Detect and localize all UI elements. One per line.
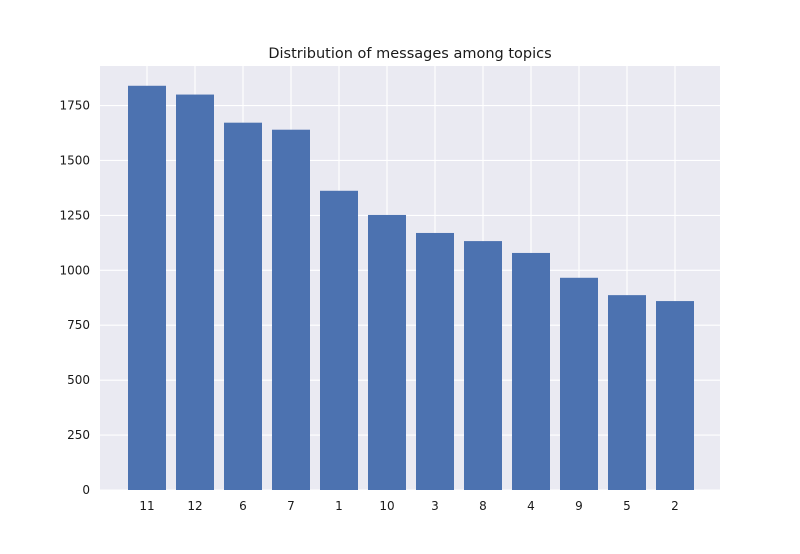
y-tick-label: 500 (67, 373, 90, 387)
bar-topic-2 (656, 301, 694, 490)
x-tick-label: 1 (335, 499, 343, 513)
y-tick-label: 1250 (59, 208, 90, 222)
y-tick-label: 0 (82, 483, 90, 497)
bar-topic-1 (320, 190, 358, 490)
x-tick-label: 5 (623, 499, 631, 513)
y-tick-label: 750 (67, 318, 90, 332)
x-tick-label: 12 (187, 499, 202, 513)
x-tick-label: 2 (671, 499, 679, 513)
bar-topic-5 (608, 295, 646, 490)
bar-topic-7 (272, 129, 310, 490)
x-tick-label: 10 (379, 499, 394, 513)
bar-topic-6 (224, 122, 262, 490)
bar-topic-3 (416, 232, 454, 490)
bar-topic-10 (368, 214, 406, 490)
axis-ticks: 0 250 500 750 1000 1250 1500 1750 11 12 6 7 1 10 3 8 4 9 5… (59, 99, 678, 513)
x-tick-label: 3 (431, 499, 439, 513)
y-tick-label: 250 (67, 428, 90, 442)
bar-topic-8 (464, 241, 502, 490)
x-tick-label: 4 (527, 499, 535, 513)
bar-topic-12 (176, 94, 214, 491)
y-tick-label: 1500 (59, 153, 90, 167)
bar-topic-4 (512, 252, 550, 490)
x-tick-label: 6 (239, 499, 247, 513)
y-tick-label: 1750 (59, 99, 90, 113)
y-tick-label: 1000 (59, 263, 90, 277)
x-tick-label: 8 (479, 499, 487, 513)
bars (128, 85, 694, 491)
x-tick-label: 7 (287, 499, 295, 513)
chart-title: Distribution of messages among topics (268, 46, 551, 62)
x-tick-label: 11 (139, 499, 154, 513)
bar-topic-11 (128, 85, 166, 490)
x-tick-label: 9 (575, 499, 583, 513)
bar-topic-9 (560, 277, 598, 490)
